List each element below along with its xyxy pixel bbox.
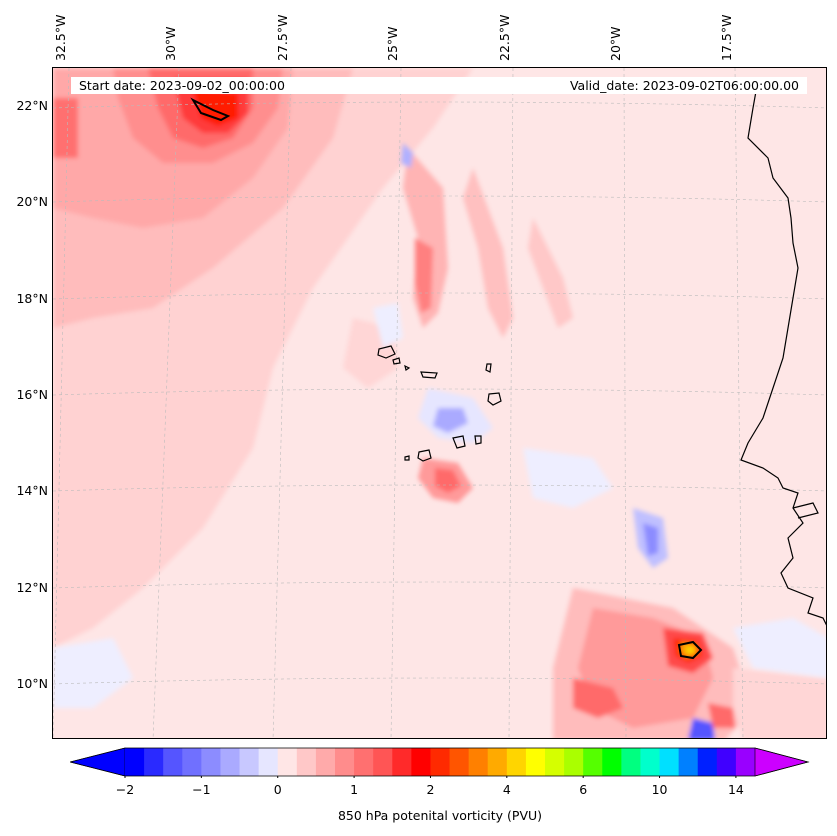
colorbar-swatch <box>411 748 431 776</box>
colorbar-swatch <box>182 748 202 776</box>
colorbar-title: 850 hPa potenital vorticity (PVU) <box>337 808 543 823</box>
graticule <box>53 68 826 738</box>
longitude-label-32-5w: 32.5°W <box>53 14 68 61</box>
colorbar-swatch <box>277 748 298 776</box>
map-plot-area[interactable] <box>52 67 827 739</box>
colorbar-swatch <box>525 748 546 776</box>
colorbar-swatch <box>258 748 279 776</box>
longitude-label-27-5w: 27.5°W <box>275 14 290 61</box>
colorbar-swatch <box>697 748 718 776</box>
colorbar-swatch <box>506 748 527 776</box>
colorbar-swatch <box>621 748 641 776</box>
latitude-label-20n: 20°N <box>16 194 48 209</box>
latitude-label-16n: 16°N <box>16 387 48 402</box>
pv-contours-central <box>343 143 573 503</box>
colorbar-swatch <box>201 748 221 776</box>
longitude-label-30w: 30°W <box>163 26 178 61</box>
colorbar-swatch <box>659 748 680 776</box>
coastline <box>740 79 826 626</box>
colorbar-tick-label: 14 <box>727 782 744 797</box>
colorbar-tick-label: 10 <box>651 782 668 797</box>
colorbar-swatch <box>678 748 699 776</box>
colorbar-tick-label: 2 <box>426 782 435 797</box>
colorbar-swatch <box>220 748 241 776</box>
colorbar-swatch <box>640 748 661 776</box>
pv-contours-southeast <box>553 508 826 738</box>
colorbar-swatch <box>487 748 508 776</box>
colorbar-swatch <box>335 748 355 776</box>
colorbar-tick-label: −1 <box>192 782 211 797</box>
colorbar-swatch <box>430 748 451 776</box>
cape-verde-islands <box>190 97 703 660</box>
colorbar-swatch <box>239 748 260 776</box>
colorbar-swatch <box>716 748 737 776</box>
longitude-label-25w: 25°W <box>385 26 400 61</box>
longitude-label-17-5w: 17.5°W <box>719 14 734 61</box>
colorbar-swatch <box>315 748 336 776</box>
potential-vorticity-field <box>53 68 826 738</box>
colorbar-tick-label: 1 <box>350 782 359 797</box>
colorbar-swatch <box>468 748 489 776</box>
latitude-label-22n: 22°N <box>16 98 48 113</box>
colorbar-swatch <box>392 748 412 776</box>
colorbar-swatch <box>545 748 565 776</box>
colorbar-swatch <box>296 748 317 776</box>
valid-date-label: Valid_date: 2023-09-02T06:00:00.00 <box>569 78 799 93</box>
colorbar-swatch <box>163 748 183 776</box>
colorbar-swatch <box>449 748 470 776</box>
latitude-label-10n: 10°N <box>16 676 48 691</box>
longitude-label-20w: 20°W <box>608 26 623 61</box>
latitude-label-18n: 18°N <box>16 291 48 306</box>
latitude-label-12n: 12°N <box>16 580 48 595</box>
colorbar-tick-label: −2 <box>115 782 135 797</box>
colorbar-swatch <box>354 748 374 776</box>
colorbar-tick-label: 0 <box>273 782 282 797</box>
colorbar-under-arrow <box>70 747 126 777</box>
colorbar-swatch <box>583 748 603 776</box>
colorbar-tick-label: 4 <box>502 782 511 797</box>
colorbar <box>70 747 810 778</box>
map-info-bar: Start date: 2023-09-02_00:00:00 Valid_da… <box>71 77 807 94</box>
colorbar-tick-label: 6 <box>579 782 588 797</box>
colorbar-swatch <box>125 748 145 776</box>
start-date-label: Start date: 2023-09-02_00:00:00 <box>79 78 285 93</box>
colorbar-swatch <box>564 748 584 776</box>
longitude-label-22-5w: 22.5°W <box>497 14 512 61</box>
colorbar-swatch <box>602 748 622 776</box>
colorbar-swatch <box>373 748 393 776</box>
colorbar-swatch <box>735 748 756 776</box>
colorbar-over-arrow <box>754 747 810 777</box>
colorbar-swatch <box>144 748 164 776</box>
pv-negative-patches <box>53 303 826 708</box>
latitude-label-14n: 14°N <box>16 483 48 498</box>
